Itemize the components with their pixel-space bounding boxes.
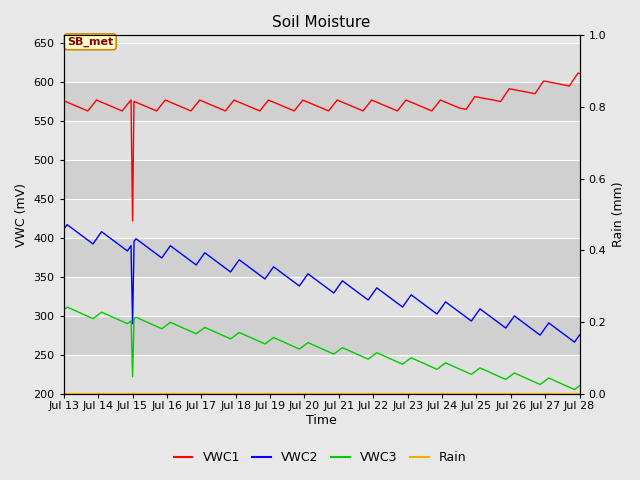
Legend: VWC1, VWC2, VWC3, Rain: VWC1, VWC2, VWC3, Rain bbox=[169, 446, 471, 469]
Bar bbox=[64, 121, 580, 160]
Bar bbox=[64, 82, 580, 121]
Bar bbox=[64, 355, 580, 394]
Bar bbox=[64, 316, 580, 355]
Bar bbox=[64, 43, 580, 82]
Y-axis label: VWC (mV): VWC (mV) bbox=[15, 182, 28, 247]
X-axis label: Time: Time bbox=[307, 414, 337, 427]
Y-axis label: Rain (mm): Rain (mm) bbox=[612, 182, 625, 247]
Bar bbox=[64, 160, 580, 199]
Bar bbox=[64, 277, 580, 316]
Text: SB_met: SB_met bbox=[67, 36, 113, 47]
Title: Soil Moisture: Soil Moisture bbox=[273, 15, 371, 30]
Bar bbox=[64, 238, 580, 277]
Bar bbox=[64, 199, 580, 238]
